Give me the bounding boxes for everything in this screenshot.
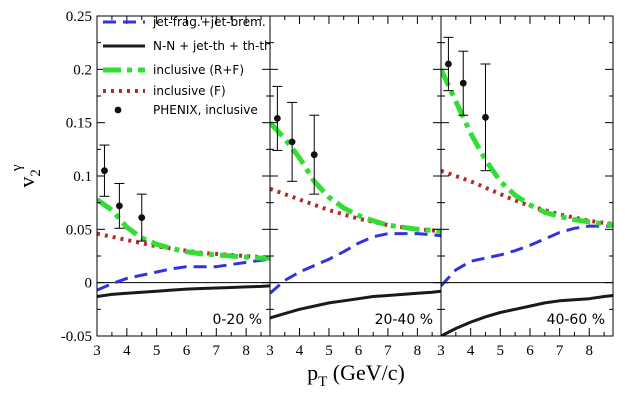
phenix-point: [114, 182, 125, 229]
legend-label: inclusive (F): [153, 84, 226, 98]
series-line-jetfrag: [441, 224, 613, 287]
x-tick-label: 8: [414, 343, 422, 359]
y-axis-title-sup: γ: [9, 164, 25, 172]
series-line-f: [97, 231, 270, 260]
legend-label: PHENIX, inclusive: [153, 103, 258, 117]
phenix-point: [272, 85, 283, 151]
legend-entry-jetfrag: jet-frag.+jet-brem.: [103, 15, 266, 29]
series-line-nn: [270, 289, 441, 320]
phenix-marker: [138, 214, 146, 222]
y-tick-label: 0: [85, 276, 93, 292]
phenix-point: [443, 36, 454, 92]
y-axis-title-base: v: [14, 177, 39, 188]
x-tick-label: 4: [296, 343, 304, 359]
series-line-rf: [97, 197, 270, 261]
phenix-point: [309, 114, 320, 195]
panels-layer: 3 4 5 6 7 80-20 %3 4 5 6 7 820-40 %3 4 5 6 7 840-60 %: [93, 15, 614, 359]
series-line-rf: [270, 121, 441, 234]
series-line-jetfrag: [270, 232, 441, 295]
phenix-marker: [288, 138, 296, 146]
panel-0-20: 3 4 5 6 7 8 0-20 %: [93, 15, 271, 359]
y-tick-label: 0.15: [66, 116, 92, 132]
centrality-label: 0-20 %: [212, 312, 262, 328]
x-tick-label: 3: [93, 343, 101, 359]
x-tick-label: 5: [153, 343, 161, 359]
x-axis-title: pT (GeV/c): [307, 360, 405, 390]
legend: jet-frag.+jet-brem. N-N + jet-th + th-th i…: [103, 15, 272, 117]
x-tick-label: 4: [123, 343, 131, 359]
x-tick-label: 7: [556, 343, 564, 359]
x-tick-label: 6: [526, 343, 534, 359]
legend-marker: [114, 106, 122, 114]
legend-entry-f: inclusive (F): [103, 84, 226, 98]
phenix-point: [480, 63, 491, 172]
y-tick-label: 0.25: [66, 9, 92, 25]
legend-label: jet-frag.+jet-brem.: [152, 15, 266, 29]
x-axis-title-sub: T: [318, 374, 327, 390]
series-line-f: [270, 186, 441, 234]
y-tick-label: 0.05: [66, 222, 92, 238]
phenix-marker: [482, 113, 489, 121]
legend-label: N-N + jet-th + th-th: [153, 39, 272, 53]
x-tick-label: 7: [384, 343, 392, 359]
series-line-jetfrag: [97, 257, 270, 292]
x-axis-title-base: p: [307, 360, 318, 385]
x-tick-label: 4: [467, 343, 475, 359]
series-line-f: [441, 168, 613, 226]
phenix-point: [99, 144, 110, 197]
y-axis-title: v2γ: [9, 164, 44, 188]
y-axis-title-sub: 2: [28, 169, 44, 177]
y-tick-label: -0.05: [61, 329, 92, 345]
centrality-label: 20-40 %: [375, 312, 433, 328]
phenix-point: [136, 193, 147, 242]
legend-entry-nn: N-N + jet-th + th-th: [103, 39, 272, 53]
phenix-marker: [115, 202, 123, 210]
phenix-point: [287, 101, 298, 182]
x-tick-label: 8: [242, 343, 250, 359]
panel-frame: [269, 15, 442, 337]
series-line-rf: [441, 68, 613, 228]
centrality-label: 40-60 %: [547, 312, 605, 328]
x-tick-label: 5: [325, 343, 333, 359]
phenix-marker: [273, 115, 281, 122]
series-line-nn: [441, 294, 613, 336]
y-tick-label: 0.1: [73, 169, 92, 185]
x-tick-label: 6: [183, 343, 191, 359]
x-axis-title-rest: (GeV/c): [327, 360, 405, 385]
legend-entry-rf: inclusive (R+F): [103, 63, 244, 77]
panel-20-40: 3 4 5 6 7 8 20-40 %: [266, 15, 442, 359]
x-tick-label: 7: [213, 343, 221, 359]
x-tick-label: 3: [437, 343, 445, 359]
legend-label: inclusive (R+F): [153, 63, 244, 77]
panel-frame: [440, 15, 614, 337]
phenix-marker: [101, 167, 108, 175]
y-tick-label: 0.2: [73, 62, 92, 78]
x-tick-label: 5: [497, 343, 505, 359]
series-line-nn: [97, 284, 270, 298]
panel-40-60: 3 4 5 6 7 8 40-60 %: [437, 15, 614, 359]
phenix-marker: [445, 60, 452, 68]
axes-layer: -0.05 0 0.05 0.1 0.15 0.2 0.25: [61, 9, 92, 345]
phenix-marker: [310, 151, 318, 159]
legend-entry-phenix: PHENIX, inclusive: [114, 103, 258, 117]
x-tick-label: 3: [266, 343, 274, 359]
phenix-marker: [459, 79, 467, 87]
phenix-point: [458, 50, 469, 116]
x-tick-label: 8: [586, 343, 594, 359]
x-tick-label: 6: [355, 343, 363, 359]
